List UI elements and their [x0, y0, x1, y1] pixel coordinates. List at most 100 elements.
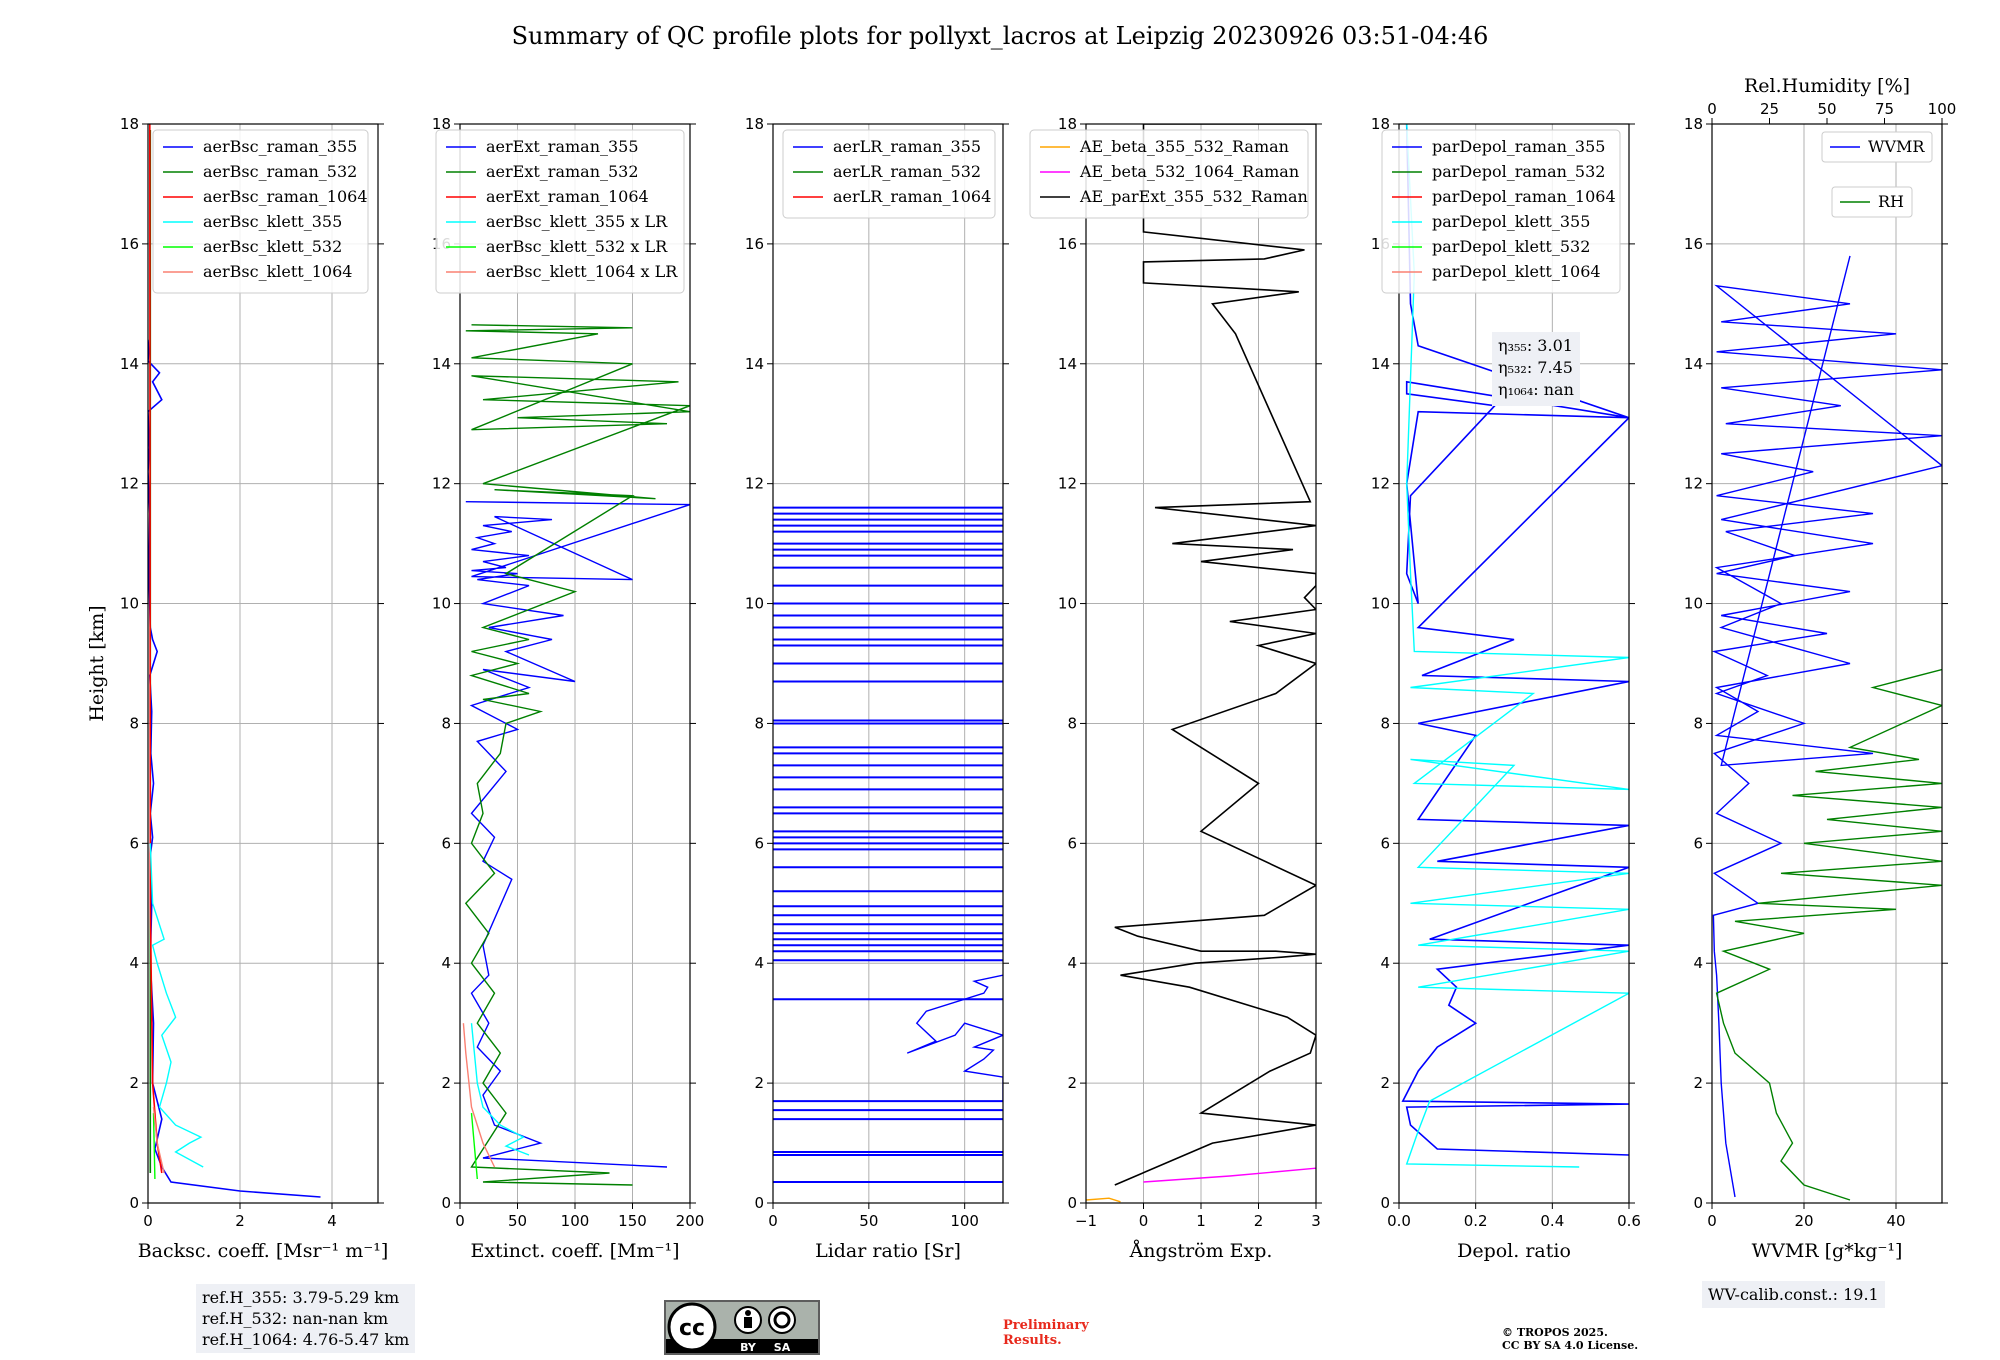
y-tick-label: 8 [1693, 714, 1703, 732]
y-tick-label: 10 [120, 595, 139, 613]
x-tick-label: 20 [1794, 1212, 1813, 1230]
legend-entry: parDepol_klett_355 [1432, 212, 1590, 231]
y-tick-label: 18 [1058, 115, 1077, 133]
legend-entry: aerBsc_klett_1064 [203, 262, 352, 281]
y-tick-label: 8 [754, 714, 764, 732]
x-axis-label: Ångström Exp. [1129, 1240, 1273, 1262]
legend-entry: aerBsc_klett_355 x LR [486, 212, 668, 231]
x2-tick-label: 50 [1817, 100, 1836, 118]
x-tick-label: 2 [1254, 1212, 1264, 1230]
legend-entry: AE_beta_355_532_Raman [1079, 137, 1289, 156]
y-tick-label: 0 [1067, 1194, 1077, 1212]
y-tick-label: 8 [1380, 714, 1390, 732]
series-group [1086, 124, 1316, 1203]
figure-title: Summary of QC profile plots for pollyxt_… [511, 22, 1489, 50]
legend-entry: parDepol_klett_1064 [1432, 262, 1601, 281]
y-tick-label: 6 [1067, 834, 1077, 852]
copyright-line-1: © TROPOS 2025. [1502, 1326, 1608, 1339]
y-tick-label: 12 [1371, 475, 1390, 493]
x-tick-label: 50 [859, 1212, 878, 1230]
legend-entry: aerBsc_raman_532 [203, 162, 357, 181]
y-tick-label: 18 [1371, 115, 1390, 133]
series-line [1114, 124, 1316, 1186]
x-tick-label: 0.0 [1387, 1212, 1411, 1230]
legend-entry: AE_beta_532_1064_Raman [1079, 162, 1299, 181]
x-tick-label: 200 [676, 1212, 705, 1230]
series-line [465, 501, 690, 1168]
y-tick-label: 14 [432, 355, 451, 373]
legend-entry: aerBsc_klett_355 [203, 212, 342, 231]
y-tick-label: 6 [1693, 834, 1703, 852]
series-line [1715, 668, 1942, 1201]
x-tick-label: 0.6 [1617, 1212, 1641, 1230]
legend: AE_beta_355_532_Raman AE_beta_532_1064_Ra… [1029, 129, 1309, 219]
x-tick-label: 0.4 [1540, 1212, 1564, 1230]
eta-annotation: η₃₅₅: 3.01 η₅₃₂: 7.45 η₁₀₆₄: nan [1492, 332, 1580, 406]
series-line [464, 324, 690, 1186]
x-tick-label: 4 [327, 1212, 337, 1230]
series-group [1712, 255, 1942, 1201]
legend-entry: aerLR_raman_1064 [833, 187, 991, 206]
y-tick-label: 10 [1684, 595, 1703, 613]
x-axis-label: Lidar ratio [Sr] [815, 1240, 961, 1262]
axes-frame [772, 123, 1004, 1204]
y-tick-label: 10 [745, 595, 764, 613]
copyright-line-2: CC BY SA 4.0 License. [1502, 1339, 1639, 1352]
legend-entry: RH [1878, 192, 1904, 211]
y-tick-label: 4 [754, 954, 764, 972]
legend-frame [1381, 129, 1621, 294]
series-line [1143, 1167, 1316, 1183]
legend: parDepol_raman_355 parDepol_raman_532 parD… [1381, 129, 1621, 294]
series-line [152, 1113, 156, 1180]
y-tick-label: 4 [1067, 954, 1077, 972]
y-tick-label: 0 [754, 1194, 764, 1212]
legend-entry: AE_parExt_355_532_Raman [1079, 187, 1308, 206]
series-line [470, 1113, 478, 1180]
legend-entry: parDepol_raman_1064 [1432, 187, 1616, 206]
legend-frame [1831, 186, 1913, 218]
x-tick-label: 2 [235, 1212, 245, 1230]
y-tick-label: 10 [432, 595, 451, 613]
y-tick-label: 14 [1371, 355, 1390, 373]
cc-by-sa-badge: cc BY SA [664, 1300, 820, 1355]
x-axis-label: Backsc. coeff. [Msr⁻¹ m⁻¹] [138, 1240, 389, 1262]
svg-text:cc: cc [679, 1316, 705, 1341]
y-tick-label: 18 [432, 115, 451, 133]
y-tick-label: 10 [1058, 595, 1077, 613]
panel-2: 024681012141618050100150200Extinct. coef… [432, 115, 704, 1262]
legend-entry: WVMR [1868, 137, 1925, 156]
y-tick-label: 2 [441, 1074, 451, 1092]
legend-entry: aerLR_raman_355 [833, 137, 981, 156]
x-tick-label: 0 [143, 1212, 153, 1230]
y-tick-label: 14 [1058, 355, 1077, 373]
x-tick-label: 0 [455, 1212, 465, 1230]
y-tick-label: 14 [745, 355, 764, 373]
series-group [462, 324, 690, 1186]
legend: WVMR RH [1821, 131, 1933, 218]
y-tick-label: 4 [129, 954, 139, 972]
y-tick-label: 2 [1693, 1074, 1703, 1092]
series-line [1086, 1197, 1121, 1203]
cc-sa-label: SA [774, 1341, 791, 1354]
y-tick-label: 12 [1684, 475, 1703, 493]
y-tick-label: 12 [1058, 475, 1077, 493]
preliminary-note: Preliminary Results. [1003, 1318, 1089, 1348]
y-tick-label: 6 [754, 834, 764, 852]
series-line [149, 124, 163, 1174]
legend-entry: aerExt_raman_355 [486, 137, 639, 156]
y-tick-label: 12 [745, 475, 764, 493]
series-group [148, 124, 321, 1198]
series-line [149, 843, 204, 1168]
y-tick-label: 0 [441, 1194, 451, 1212]
panel-3: 0 2 4 6 8 10 12 14 16 18 0 50 100 Lidar ratio [Sr] aer… [745, 115, 1009, 1262]
legend-entry: aerBsc_klett_1064 x LR [486, 262, 678, 281]
y-tick-label: 16 [120, 235, 139, 253]
ref-h-1064: ref.H_1064: 4.76-5.47 km [202, 1330, 410, 1349]
legend: aerBsc_raman_355 aerBsc_raman_532 aerBsc_r… [152, 129, 369, 294]
x-tick-label: 3 [1311, 1212, 1321, 1230]
series-line [462, 1023, 496, 1168]
